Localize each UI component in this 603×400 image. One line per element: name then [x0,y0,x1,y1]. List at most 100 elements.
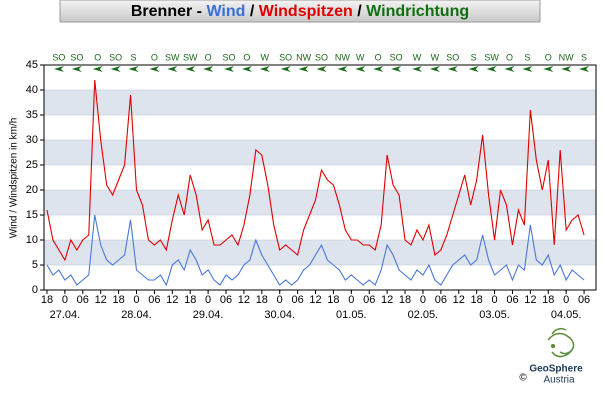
direction-label: SW [484,52,499,62]
y-tick-label: 45 [26,59,38,71]
copyright: © [519,373,527,384]
direction-label: O [94,52,101,62]
direction-arrow [185,66,196,72]
y-tick-label: 5 [32,259,38,271]
x-tick-label: 18 [112,294,124,306]
direction-label: O [545,52,552,62]
logo-icon [547,327,575,358]
x-tick-label: 0 [62,294,68,306]
x-tick-label: 0 [563,294,569,306]
direction-label: SW [183,52,198,62]
x-tick-label: 18 [399,294,411,306]
x-tick-label: 06 [148,294,160,306]
direction-arrow [543,66,554,72]
x-tick-label: 06 [291,294,303,306]
direction-arrow [316,66,327,72]
x-tick-label: 06 [220,294,232,306]
title-part: / [245,3,258,20]
x-tick-label: 18 [471,294,483,306]
title-part: / [353,3,366,20]
grid-band [44,140,596,165]
x-tick-label: 12 [453,294,465,306]
plot-frame [43,64,597,291]
x-tick-label: 0 [133,294,139,306]
direction-label: O [151,52,158,62]
y-tick-label: 35 [26,109,38,121]
direction-arrow [355,66,366,72]
title-part: - [192,3,206,20]
direction-label: SO [222,52,235,62]
direction-label: S [471,52,477,62]
direction-arrow [203,66,214,72]
x-tick-label: 06 [506,294,518,306]
logo-sub: Austria [543,375,575,386]
direction-arrow [92,66,103,72]
direction-label: S [524,52,530,62]
direction-arrow [53,66,64,72]
direction-label: SO [52,52,65,62]
direction-arrow [373,66,384,72]
x-tick-label: 06 [435,294,447,306]
x-tick-label: 12 [381,294,393,306]
direction-label: SO [315,52,328,62]
y-tick-label: 0 [32,284,38,296]
direction-arrow [149,66,160,72]
date-label: 28.04. [121,309,152,321]
direction-arrow [223,66,234,72]
direction-label: W [413,52,422,62]
x-tick-label: 18 [542,294,554,306]
direction-label: NW [335,52,350,62]
grid-band [44,90,596,115]
x-tick-label: 12 [166,294,178,306]
direction-label: W [356,52,365,62]
x-tick-label: 12 [238,294,250,306]
chart-title: Brenner - Wind / Windspitzen / Windricht… [131,3,469,20]
date-label: 02.05. [408,309,439,321]
direction-arrow [298,66,309,72]
x-tick-label: 0 [205,294,211,306]
logo-name: GeoSphere [529,364,583,375]
x-tick-label: 12 [309,294,321,306]
y-tick-label: 40 [26,84,38,96]
direction-label: SO [109,52,122,62]
direction-label: O [506,52,513,62]
direction-label: SO [279,52,292,62]
date-label: 29.04. [193,309,224,321]
x-tick-label: 18 [327,294,339,306]
x-tick-label: 18 [256,294,268,306]
x-tick-label: 18 [41,294,53,306]
y-tick-label: 30 [26,134,38,146]
direction-label: SW [165,52,180,62]
x-tick-label: 12 [95,294,107,306]
direction-label: O [205,52,212,62]
y-tick-label: 15 [26,209,38,221]
direction-label: SO [446,52,459,62]
direction-label: S [131,52,137,62]
title-part: Brenner [131,3,192,20]
y-tick-label: 20 [26,184,38,196]
direction-arrow [259,66,270,72]
x-tick-label: 0 [277,294,283,306]
y-tick-label: 25 [26,159,38,171]
direction-label: O [243,52,250,62]
direction-arrow [486,66,497,72]
direction-arrow [579,66,590,72]
x-tick-label: 06 [363,294,375,306]
title-box [59,0,541,23]
date-label: 27.04. [50,309,81,321]
direction-label: NW [559,52,574,62]
direction-arrow [241,66,252,72]
direction-label: W [431,52,440,62]
date-label: 04.05. [551,309,582,321]
logo: GeoSphere Austria © [519,327,583,386]
x-tick-label: 0 [491,294,497,306]
x-tick-label: 06 [578,294,590,306]
title-part: Wind [206,3,245,20]
title-part: Windspitzen [259,3,353,20]
direction-arrow [561,66,572,72]
direction-arrow [110,66,121,72]
direction-label: NW [296,52,311,62]
direction-arrow [522,66,533,72]
